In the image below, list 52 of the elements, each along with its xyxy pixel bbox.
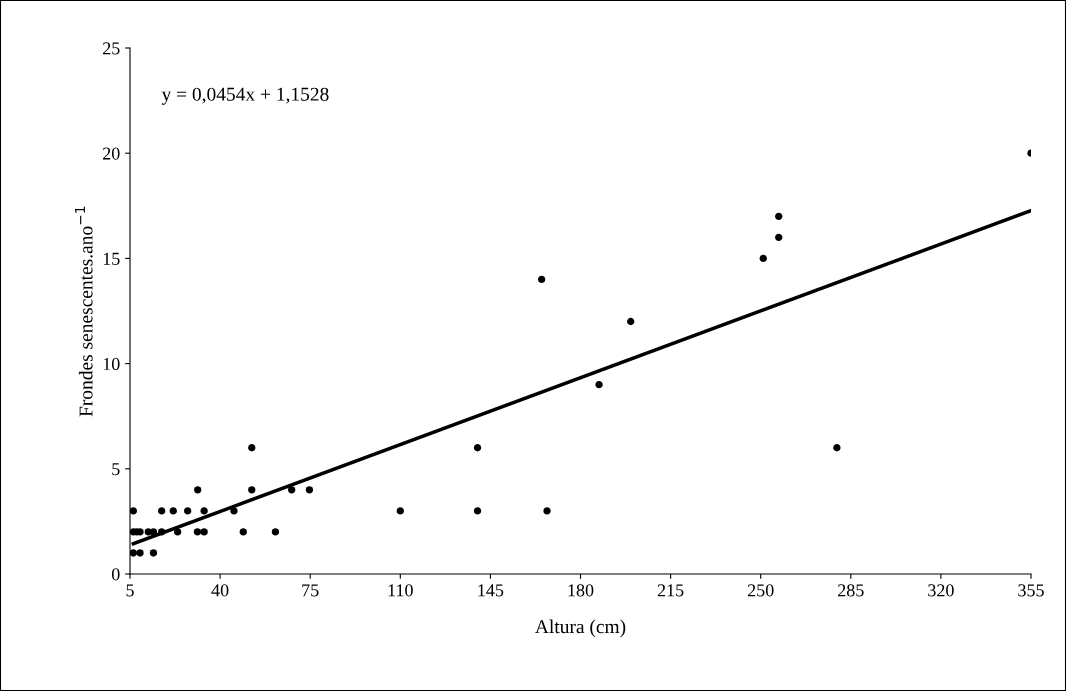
- x-tick-label: 5: [126, 584, 134, 597]
- y-tick-label: 0: [111, 568, 120, 581]
- point: [183, 507, 192, 515]
- x-tick-label: 110: [388, 584, 413, 597]
- point: [157, 528, 166, 536]
- point: [157, 507, 166, 515]
- x-tick-label: 285: [838, 584, 864, 597]
- point: [149, 549, 158, 557]
- point: [543, 507, 551, 515]
- point: [239, 528, 247, 536]
- x-tick-label: 145: [478, 584, 504, 597]
- point: [136, 549, 144, 557]
- y-tick-label: 10: [103, 357, 120, 371]
- point: [775, 212, 783, 220]
- point: [833, 444, 841, 452]
- point: [595, 380, 603, 389]
- y-tick-label: 5: [112, 463, 120, 476]
- point: [200, 528, 208, 536]
- x-tick-label: 355: [1018, 584, 1044, 597]
- point: [396, 507, 404, 515]
- point: [169, 507, 177, 515]
- point: [230, 507, 238, 515]
- y-tick-label: 25: [103, 42, 120, 55]
- point: [200, 507, 208, 515]
- point: [759, 254, 767, 263]
- point: [194, 486, 202, 494]
- y-tick-label: 20: [103, 147, 120, 160]
- x-tick-label: 75: [302, 584, 319, 597]
- point: [305, 486, 314, 494]
- point: [248, 444, 256, 452]
- point: [775, 233, 783, 242]
- x-tick-label: 180: [568, 584, 594, 597]
- point: [130, 549, 138, 557]
- x-tick-label: 40: [211, 584, 229, 597]
- x-tick-label: 250: [747, 584, 774, 597]
- point: [193, 528, 202, 536]
- point: [627, 317, 635, 326]
- point: [130, 507, 138, 515]
- y-tick-label: 15: [103, 252, 120, 265]
- y-axis-title: Frondes senescentes.ano$^{−1}$: [75, 206, 93, 417]
- point: [173, 528, 182, 536]
- point: [473, 444, 482, 452]
- point: [271, 528, 280, 536]
- point: [537, 275, 546, 284]
- point: [149, 528, 158, 536]
- x-axis-title: Altura (cm): [535, 619, 626, 638]
- annotation: y = 0,0454x + 1,1528: [161, 87, 329, 105]
- x-tick-label: 320: [928, 584, 954, 597]
- x-tick-label: 215: [657, 584, 684, 597]
- point: [473, 507, 482, 515]
- point: [287, 486, 296, 494]
- point: [248, 486, 256, 494]
